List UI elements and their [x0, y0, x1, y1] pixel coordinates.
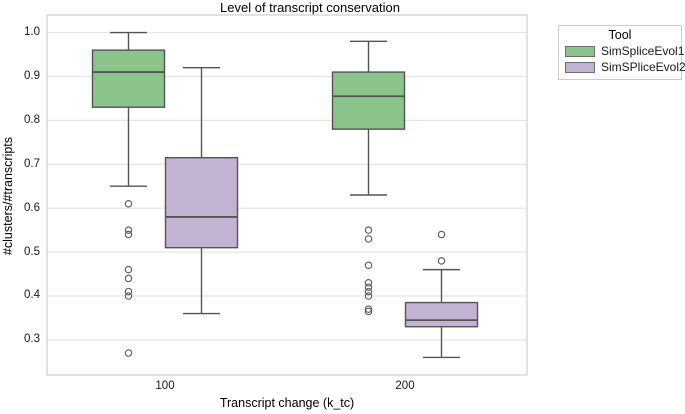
legend-swatch-icon: [565, 45, 595, 57]
outlier-point-SimSpliceEvol1-100: [124, 287, 133, 296]
outlier-point-SimSpliceEvol1-200: [364, 235, 373, 243]
legend: Tool SimSpliceEvol1 SimSPliceEvol2: [558, 25, 685, 80]
boxplot-box-SimSPliceEvol2-100: [164, 156, 239, 249]
legend-entry: SimSpliceEvol1: [559, 43, 685, 59]
x-axis-label: Transcript change (k_tc): [219, 396, 355, 410]
x-tick-label: 100: [155, 380, 175, 392]
legend-title: Tool: [608, 28, 632, 42]
y-tick-label: 0.3: [24, 333, 40, 346]
x-tick-label: 200: [395, 380, 415, 392]
y-tick-label: 0.8: [24, 113, 40, 126]
boxplot-box-SimSPliceEvol2-200: [404, 301, 479, 328]
outlier-point-SimSpliceEvol1-100: [124, 200, 133, 208]
outlier-point-SimSpliceEvol1-200: [364, 292, 373, 300]
legend-entry: SimSPliceEvol2: [559, 59, 685, 75]
outlier-point-SimSpliceEvol1-200: [364, 279, 373, 287]
legend-swatch-icon: [565, 61, 595, 73]
legend-label: SimSpliceEvol1: [601, 44, 685, 58]
outlier-point-SimSpliceEvol1-100: [124, 265, 133, 274]
chart-title: Level of transcript conservation: [220, 0, 400, 15]
outlier-point-SimSpliceEvol1-100: [124, 292, 133, 300]
outlier-point-SimSpliceEvol1-100: [124, 230, 133, 239]
outlier-point-SimSpliceEvol1-200: [364, 305, 373, 313]
outlier-point-SimSpliceEvol1-100: [124, 274, 133, 283]
y-tick-label: 0.5: [24, 245, 40, 258]
legend-label: SimSPliceEvol2: [601, 60, 685, 74]
outlier-point-SimSpliceEvol1-200: [364, 307, 373, 316]
y-tick-label: 0.4: [24, 289, 40, 302]
plot-border: [46, 14, 528, 376]
outlier-point-SimSPliceEvol2-200: [437, 257, 446, 265]
legend-entries: SimSpliceEvol1 SimSPliceEvol2: [559, 43, 685, 75]
y-tick-label: 1.0: [24, 26, 40, 39]
outlier-point-SimSpliceEvol1-200: [364, 283, 373, 291]
outlier-point-SimSpliceEvol1-200: [364, 287, 373, 296]
boxplot-box-SimSpliceEvol1-100: [91, 49, 166, 108]
outlier-point-SimSpliceEvol1-100: [124, 226, 133, 234]
outlier-point-SimSpliceEvol1-200: [364, 226, 373, 234]
y-tick-label: 0.9: [24, 69, 40, 82]
y-tick-label: 0.6: [24, 201, 40, 214]
outlier-point-SimSpliceEvol1-100: [124, 349, 133, 357]
outlier-point-SimSpliceEvol1-200: [364, 261, 373, 269]
y-tick-label: 0.7: [24, 157, 40, 170]
boxplot-box-SimSpliceEvol1-200: [331, 71, 406, 130]
outlier-point-SimSPliceEvol2-200: [437, 230, 446, 239]
